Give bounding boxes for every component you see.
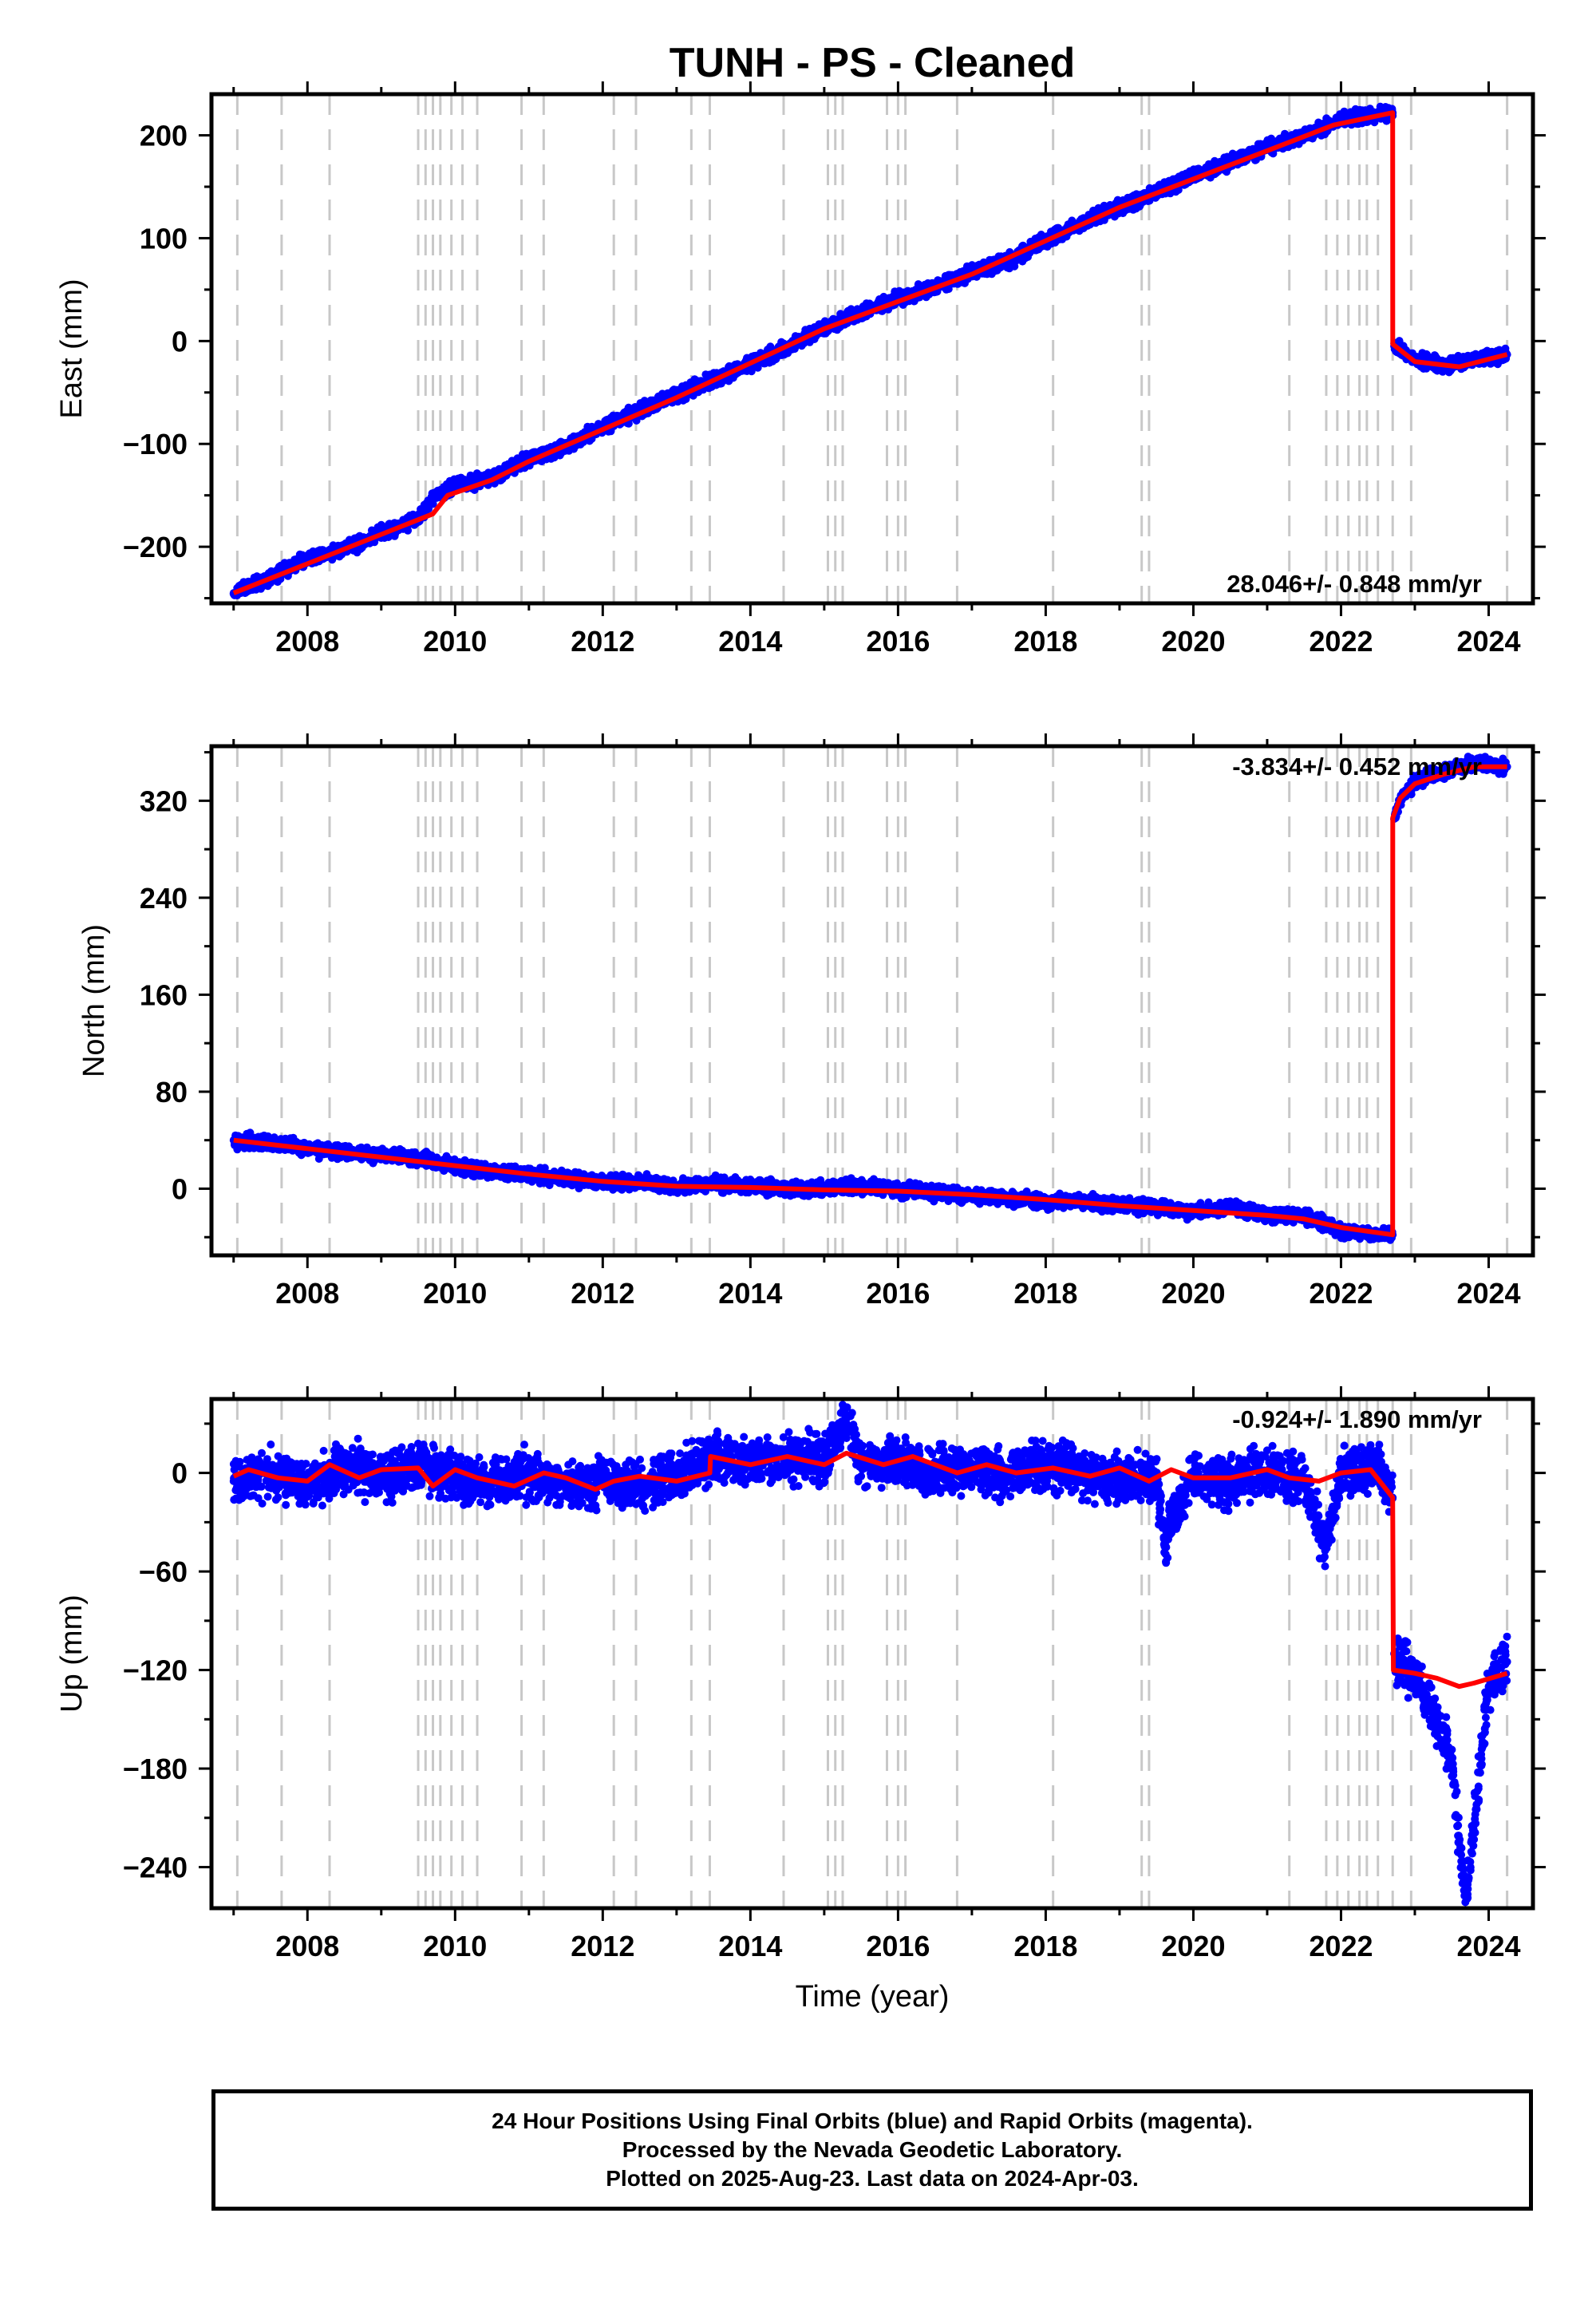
data-point — [1228, 149, 1237, 158]
plot-area — [229, 94, 1511, 603]
y-tick-label: −100 — [123, 428, 188, 460]
panel-north: 2008 2010 2012 2014 2016 2018 2020 2022 20240801… — [77, 733, 1546, 1310]
data-point — [246, 1128, 255, 1137]
data-point — [390, 532, 399, 540]
data-point — [1493, 360, 1502, 369]
data-point — [451, 480, 460, 489]
rate-label: 28.046+/- 0.848 mm/yr — [1227, 570, 1482, 598]
data-point — [429, 493, 437, 502]
data-point — [1021, 254, 1029, 263]
plot-background — [211, 94, 1533, 603]
data-point — [1266, 137, 1275, 146]
data-point — [609, 415, 618, 424]
data-point — [1165, 178, 1174, 187]
data-point — [693, 377, 702, 385]
x-tick-label: 2010 — [423, 625, 487, 658]
data-point — [1495, 346, 1503, 354]
data-point — [1124, 193, 1132, 202]
x-tick-label: 2012 — [571, 625, 634, 658]
y-tick-label: −200 — [123, 531, 188, 563]
data-point — [569, 432, 578, 441]
data-point — [968, 261, 977, 270]
y-tick-label: 200 — [140, 120, 188, 152]
plot-area — [229, 746, 1511, 1255]
data-point — [747, 367, 756, 376]
y-tick-label: 100 — [140, 222, 188, 255]
x-tick-label: 2016 — [866, 625, 930, 658]
data-point — [527, 449, 536, 457]
data-point — [766, 342, 775, 351]
data-point — [863, 302, 871, 310]
y-tick-label: 0 — [172, 325, 188, 358]
plot-frame — [209, 92, 1535, 606]
x-tick-label: 2024 — [1456, 625, 1520, 658]
data-point — [492, 467, 501, 476]
x-tick-label: 2020 — [1161, 625, 1225, 658]
panel-east: 2008 2010 2012 2014 2016 2018 2020 2022 2024 −200… — [55, 81, 1546, 658]
data-point — [464, 475, 473, 484]
data-point — [934, 277, 942, 286]
data-point — [942, 285, 950, 294]
data-point — [345, 536, 354, 544]
data-point — [1418, 349, 1427, 358]
data-point — [1171, 188, 1180, 196]
data-point — [1043, 243, 1052, 251]
data-point — [663, 389, 672, 397]
figure-title: TUNH - PS - Cleaned — [670, 40, 1076, 86]
data-point — [1182, 169, 1191, 178]
data-point — [624, 403, 633, 412]
data-point — [421, 501, 429, 510]
y-axis-label: East (mm) — [55, 279, 89, 418]
x-tick-label: 2022 — [1309, 625, 1373, 658]
data-point — [895, 287, 903, 295]
data-point — [1431, 351, 1440, 360]
x-tick-label: 2018 — [1013, 625, 1077, 658]
data-point — [1424, 353, 1432, 361]
x-tick-label: 2008 — [275, 625, 339, 658]
data-point — [421, 508, 429, 516]
x-tick-label: 2014 — [718, 625, 782, 658]
data-point — [429, 500, 437, 508]
data-point — [1053, 223, 1061, 232]
data-point — [282, 1136, 290, 1144]
model-line — [232, 110, 1508, 595]
data-point — [1011, 257, 1020, 265]
data-point — [1340, 109, 1349, 118]
